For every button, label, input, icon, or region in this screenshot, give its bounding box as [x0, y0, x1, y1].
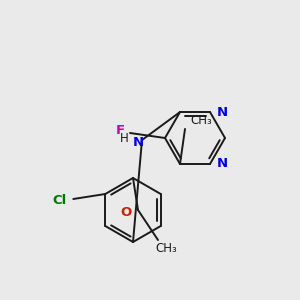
Text: N: N: [216, 106, 228, 118]
Text: N: N: [216, 158, 228, 170]
Text: CH₃: CH₃: [190, 115, 212, 128]
Text: H: H: [120, 131, 128, 145]
Text: CH₃: CH₃: [155, 242, 177, 254]
Text: O: O: [120, 206, 132, 218]
Text: Cl: Cl: [52, 194, 66, 208]
Text: F: F: [116, 124, 124, 137]
Text: N: N: [132, 136, 144, 148]
